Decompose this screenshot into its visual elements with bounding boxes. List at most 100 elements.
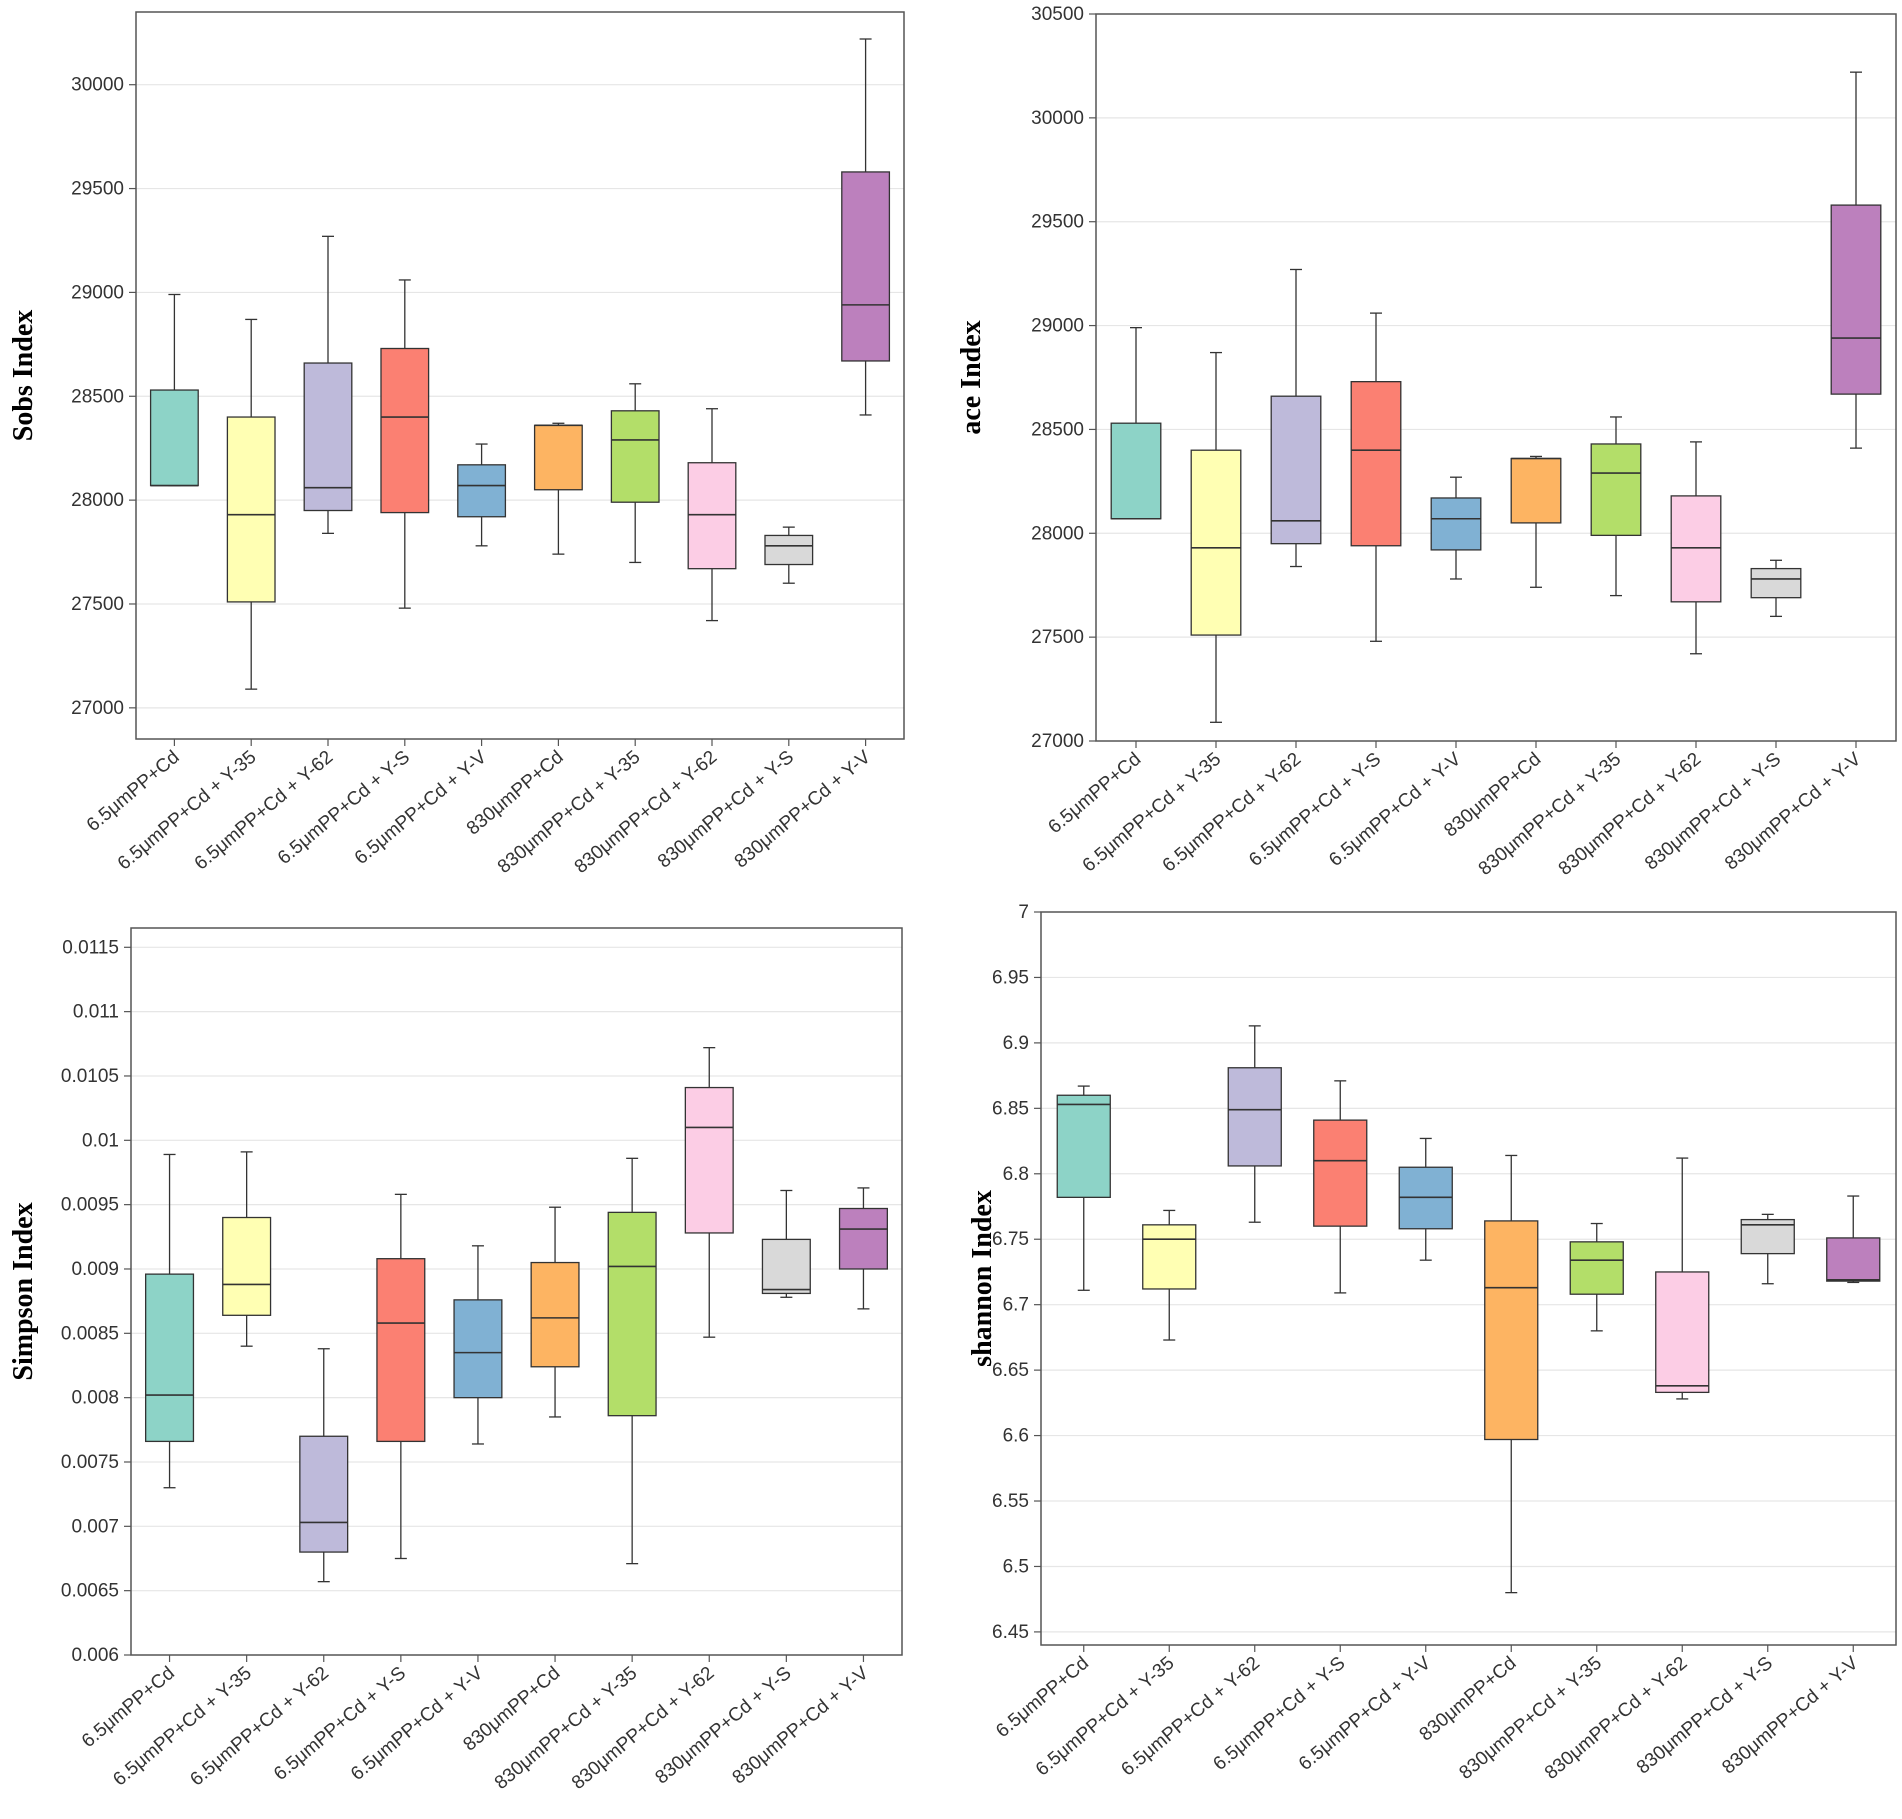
y-tick-label: 30000: [71, 75, 124, 96]
x-tick-label: 830μmPP+Cd + Y-62: [1555, 749, 1706, 880]
box-iqr: [1826, 1237, 1881, 1282]
box-iqr: [1227, 1067, 1282, 1167]
box-2: [226, 318, 276, 690]
y-tick-label: 6.8: [1003, 1164, 1029, 1185]
box-iqr: [1430, 497, 1482, 551]
box-9: [1750, 559, 1802, 618]
y-tick-label: 0.008: [71, 1388, 119, 1409]
y-tick-label: 30000: [1031, 108, 1084, 129]
box-10: [841, 38, 891, 416]
y-axis-label: Sobs Index: [8, 310, 39, 442]
box-iqr: [1750, 567, 1802, 599]
y-tick-label: 0.006: [71, 1645, 119, 1666]
box-6: [530, 1206, 580, 1418]
x-tick-label: 6.5μmPP+Cd + Y-35: [1079, 749, 1226, 877]
box-iqr: [841, 171, 891, 362]
plot-frame: [135, 11, 905, 740]
box-iqr: [453, 1299, 503, 1399]
x-tick-label: 830μmPP+Cd + Y-V: [1721, 749, 1865, 875]
box-4: [1313, 1080, 1368, 1294]
box-iqr: [1655, 1271, 1710, 1394]
y-tick-label: 29000: [71, 282, 124, 303]
y-tick-label: 29500: [1031, 212, 1084, 233]
x-tick-label: 6.5μmPP+Cd + Y-V: [347, 1663, 487, 1785]
y-tick-label: 6.95: [992, 967, 1029, 988]
box-3: [1227, 1025, 1282, 1223]
y-tick-label: 6.7: [1003, 1295, 1029, 1316]
y-tick-label: 0.0095: [61, 1195, 119, 1216]
box-2: [222, 1151, 272, 1347]
box-iqr: [1670, 495, 1722, 603]
y-tick-label: 6.85: [992, 1098, 1029, 1119]
y-tick-label: 0.009: [71, 1259, 119, 1280]
box-iqr: [457, 464, 507, 518]
box-2: [1190, 351, 1242, 723]
y-tick-label: 29000: [1031, 316, 1084, 337]
y-axis-label: ace Index: [956, 320, 987, 434]
y-tick-label: 29500: [71, 179, 124, 200]
x-tick-label: 6.5μmPP+Cd + Y-62: [186, 1663, 333, 1791]
y-axis-label: shannon Index: [967, 1190, 998, 1367]
box-iqr: [1056, 1094, 1111, 1198]
y-tick-label: 0.007: [71, 1516, 119, 1537]
box-8: [687, 408, 737, 622]
y-tick-label: 0.0105: [61, 1066, 119, 1087]
box-10: [1830, 71, 1882, 449]
x-tick-label: 6.5μmPP+Cd + Y-V: [351, 747, 491, 869]
chart-panel-2: 27000 27500 28000 28500 29000 29500 30000 30500…: [956, 4, 1897, 880]
y-tick-label: 28500: [71, 386, 124, 407]
box-1: [1056, 1085, 1111, 1291]
box-iqr: [149, 389, 199, 487]
box-iqr: [1569, 1241, 1624, 1295]
box-iqr: [530, 1261, 580, 1368]
box-7: [607, 1157, 657, 1565]
x-tick-label: 6.5μmPP+Cd + Y-S: [1245, 749, 1385, 871]
y-tick-label: 27500: [1031, 627, 1084, 648]
y-tick-label: 6.5: [1003, 1556, 1029, 1577]
y-tick-label: 27000: [1031, 731, 1084, 752]
box-iqr: [1350, 381, 1402, 547]
y-tick-label: 0.0085: [61, 1323, 119, 1344]
x-tick-label: 830μmPP+Cd + Y-35: [494, 747, 645, 878]
y-tick-label: 30500: [1031, 4, 1084, 25]
box-iqr: [1110, 422, 1162, 520]
box-iqr: [303, 362, 353, 512]
y-tick-label: 6.65: [992, 1360, 1029, 1381]
box-4: [1350, 312, 1402, 642]
x-tick-label: 830μmPP+Cd + Y-35: [1455, 1653, 1606, 1784]
x-tick-label: 830μmPP+Cd + Y-62: [571, 747, 722, 878]
box-10: [838, 1187, 889, 1310]
box-iqr: [380, 347, 430, 514]
box-6: [1510, 455, 1562, 588]
x-tick-label: 6.5μmPP+Cd + Y-35: [109, 1663, 256, 1791]
x-tick-label: 830μmPP+Cd + Y-62: [568, 1663, 719, 1794]
box-iqr: [764, 534, 814, 566]
x-tick-label: 6.5μmPP+Cd + Y-V: [1325, 749, 1465, 871]
x-tick-label: 830μmPP+Cd + Y-35: [491, 1663, 642, 1794]
box-iqr: [1510, 457, 1562, 524]
chart-panel-3: 0.006 0.0065 0.007 0.0075 0.008 0.0085 0.009 0.…: [8, 927, 903, 1794]
x-tick-label: 830μmPP+Cd + Y-62: [1541, 1653, 1692, 1784]
y-tick-label: 6.45: [992, 1622, 1029, 1643]
box-iqr: [222, 1216, 272, 1316]
plot-frame: [1095, 13, 1897, 742]
box-3: [299, 1348, 349, 1583]
box-4: [376, 1193, 426, 1560]
x-tick-label: 830μmPP+Cd + Y-S: [654, 747, 798, 873]
y-tick-label: 27000: [71, 698, 124, 719]
box-iqr: [1313, 1119, 1368, 1227]
box-iqr: [144, 1273, 195, 1443]
box-5: [453, 1245, 503, 1445]
chart-panel-1: 27000 27500 28000 28500 29000 29500 30000 Sobs …: [8, 11, 905, 878]
box-iqr: [299, 1435, 349, 1553]
box-2: [1142, 1209, 1197, 1341]
box-7: [1569, 1222, 1624, 1332]
box-9: [761, 1189, 811, 1298]
x-tick-label: 6.5μmPP+Cd + Y-35: [1032, 1653, 1179, 1781]
box-iqr: [687, 462, 737, 570]
box-iqr: [607, 1211, 657, 1417]
box-iqr: [1484, 1220, 1539, 1441]
box-1: [149, 293, 199, 487]
x-tick-label: 830μmPP+Cd + Y-V: [731, 747, 875, 873]
box-10: [1826, 1195, 1881, 1284]
